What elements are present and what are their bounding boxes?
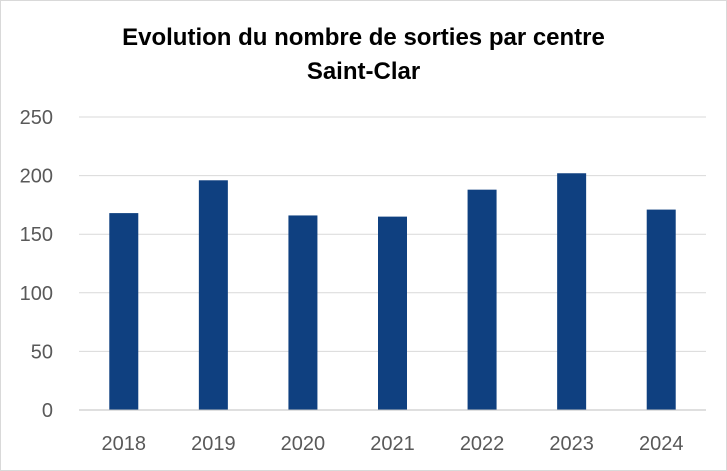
bar-2019 [198, 180, 228, 410]
bar-2020 [288, 215, 318, 410]
bars [109, 173, 676, 410]
y-tick-label: 100 [20, 283, 53, 305]
y-tick-labels: 0 50 100 150 200 250 [20, 107, 53, 422]
x-tick-label: 2021 [370, 433, 415, 455]
bar-2018 [109, 213, 139, 410]
x-tick-label: 2024 [639, 433, 684, 455]
bar-2021 [378, 216, 407, 410]
bar-2023 [557, 173, 587, 410]
y-tick-label: 0 [42, 400, 53, 422]
x-tick-label: 2022 [460, 433, 505, 455]
y-tick-label: 50 [31, 341, 53, 363]
x-tick-label: 2019 [191, 433, 236, 455]
bar-2022 [467, 189, 497, 410]
chart-title: Evolution du nombre de sorties par centr… [1, 21, 726, 89]
x-tick-labels: 2018 2019 2020 2021 2022 2023 2024 [102, 433, 684, 455]
x-tick-label: 2018 [102, 433, 147, 455]
y-tick-label: 200 [20, 166, 53, 188]
bar-2024 [646, 209, 676, 410]
chart-title-line-1: Evolution du nombre de sorties par centr… [122, 24, 605, 51]
y-tick-label: 250 [20, 107, 53, 129]
x-tick-label: 2020 [281, 433, 326, 455]
chart-title-line-2: Saint-Clar [306, 58, 421, 85]
x-tick-label: 2023 [549, 433, 594, 455]
y-tick-label: 150 [20, 224, 53, 246]
